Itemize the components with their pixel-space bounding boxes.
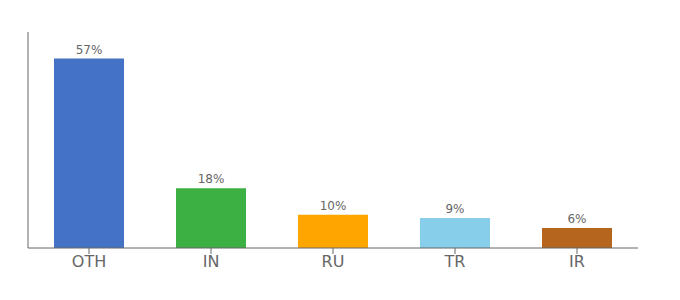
svg-text:RU: RU [322,252,345,271]
svg-text:6%: 6% [567,212,586,226]
svg-text:OTH: OTH [72,252,106,271]
svg-text:IN: IN [203,252,220,271]
svg-text:18%: 18% [198,172,225,186]
svg-text:10%: 10% [320,199,347,213]
svg-text:TR: TR [444,252,466,271]
svg-text:9%: 9% [445,202,464,216]
svg-text:57%: 57% [76,43,103,57]
svg-text:IR: IR [569,252,585,271]
